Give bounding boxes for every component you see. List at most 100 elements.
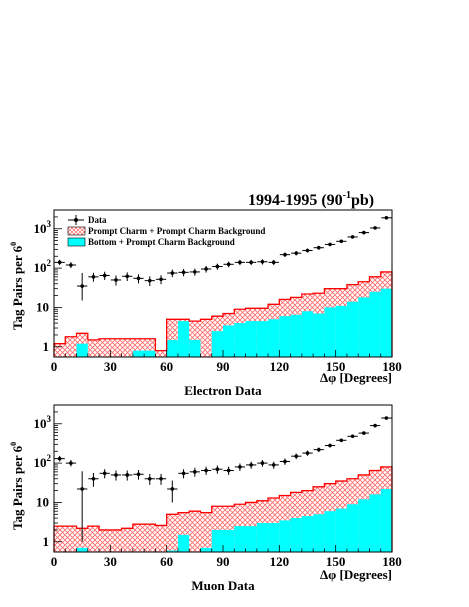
data-point bbox=[279, 458, 291, 465]
x-tick-label: 120 bbox=[270, 359, 290, 374]
data-marker bbox=[373, 423, 377, 428]
data-point bbox=[381, 416, 392, 420]
data-marker bbox=[125, 274, 130, 279]
data-point bbox=[122, 272, 133, 282]
y-tick-base: 10 bbox=[34, 455, 47, 470]
charm-bar bbox=[144, 338, 156, 357]
charm-bar bbox=[87, 526, 100, 552]
data-marker bbox=[362, 230, 366, 235]
charm-bar bbox=[87, 339, 100, 357]
data-marker bbox=[294, 454, 299, 458]
legend-data-label: Data bbox=[88, 215, 107, 225]
bottom-bar bbox=[177, 321, 190, 357]
data-point bbox=[144, 276, 155, 287]
y-tick-base: 10 bbox=[34, 260, 47, 275]
data-marker bbox=[193, 470, 197, 474]
data-marker bbox=[384, 416, 389, 420]
bottom-bar bbox=[211, 331, 223, 357]
charm-bar bbox=[166, 514, 178, 552]
charm-bar bbox=[121, 528, 133, 552]
y-tick-label: 102 bbox=[34, 453, 52, 470]
data-marker bbox=[80, 487, 84, 491]
data-point bbox=[291, 453, 302, 460]
bottom-bar bbox=[279, 520, 291, 552]
bottom-bar bbox=[358, 499, 370, 552]
data-marker bbox=[339, 239, 344, 244]
charm-bar bbox=[166, 319, 178, 357]
x-tick-label: 150 bbox=[326, 359, 346, 374]
bottom-bar bbox=[301, 516, 314, 552]
legend-data-marker bbox=[68, 215, 84, 225]
bottom-bar bbox=[268, 319, 280, 357]
data-marker bbox=[125, 473, 130, 477]
bottom-bar bbox=[358, 297, 370, 357]
y-tick-label: 103 bbox=[34, 219, 52, 236]
bottom-bar bbox=[324, 307, 336, 357]
y-tick-label: 1 bbox=[43, 339, 50, 354]
data-marker bbox=[226, 468, 231, 473]
data-marker bbox=[350, 235, 355, 239]
data-marker bbox=[260, 259, 265, 264]
data-point bbox=[99, 469, 110, 479]
bottom-bar bbox=[313, 514, 325, 552]
data-point bbox=[279, 252, 291, 257]
bottom-bar bbox=[223, 529, 235, 552]
charm-bar bbox=[65, 526, 77, 552]
bottom-bar bbox=[256, 523, 269, 552]
bottom-bar bbox=[234, 526, 246, 552]
bottom-bar bbox=[301, 311, 314, 357]
data-point bbox=[167, 269, 178, 278]
data-point bbox=[369, 423, 381, 428]
data-point bbox=[223, 466, 234, 475]
data-point bbox=[110, 470, 122, 481]
bottom-bar bbox=[380, 288, 392, 357]
x-tick-label: 30 bbox=[104, 554, 117, 569]
bottom-bar bbox=[166, 550, 178, 552]
data-point bbox=[246, 259, 257, 266]
data-marker bbox=[260, 461, 265, 465]
charm-bar bbox=[99, 529, 111, 552]
data-point bbox=[88, 473, 99, 487]
data-marker bbox=[339, 438, 344, 443]
data-marker bbox=[159, 277, 163, 282]
x-tick-label: 60 bbox=[160, 554, 173, 569]
legend-bottom-swatch bbox=[67, 237, 86, 247]
data-marker bbox=[215, 467, 220, 472]
data-point bbox=[133, 274, 144, 284]
data-point bbox=[155, 275, 167, 285]
charm-bar bbox=[177, 512, 190, 552]
data-marker bbox=[362, 431, 366, 435]
data-point bbox=[189, 467, 200, 477]
bottom-bar bbox=[369, 494, 381, 552]
bottom-bar bbox=[223, 325, 235, 357]
x-tick-label: 120 bbox=[270, 554, 290, 569]
data-point bbox=[302, 248, 313, 253]
data-marker bbox=[69, 461, 73, 465]
x-tick-label: 90 bbox=[217, 359, 230, 374]
data-marker bbox=[238, 260, 242, 265]
data-marker bbox=[350, 434, 355, 439]
bottom-bar bbox=[76, 343, 88, 357]
charm-outline bbox=[53, 271, 393, 357]
data-point bbox=[200, 466, 212, 475]
data-marker bbox=[170, 271, 175, 275]
charm-bar bbox=[132, 524, 145, 552]
data-point bbox=[122, 470, 133, 481]
data-marker bbox=[328, 242, 332, 247]
data-point bbox=[257, 259, 268, 265]
data-point bbox=[268, 259, 279, 266]
data-point bbox=[200, 265, 212, 273]
data-marker bbox=[271, 260, 276, 265]
data-point bbox=[302, 450, 313, 456]
y-tick-label: 10 bbox=[36, 299, 49, 314]
data-point bbox=[358, 230, 369, 235]
bottom-bar bbox=[200, 547, 212, 552]
y-tick-label: 10 bbox=[36, 494, 49, 509]
data-point bbox=[155, 473, 167, 485]
y-tick-label: 103 bbox=[34, 414, 52, 431]
data-point bbox=[336, 239, 347, 244]
data-point bbox=[77, 471, 88, 542]
legend-charm-label: Prompt Charm + Prompt Charm Background bbox=[88, 226, 265, 236]
data-point bbox=[212, 465, 223, 474]
y-tick-base: 10 bbox=[34, 221, 47, 236]
